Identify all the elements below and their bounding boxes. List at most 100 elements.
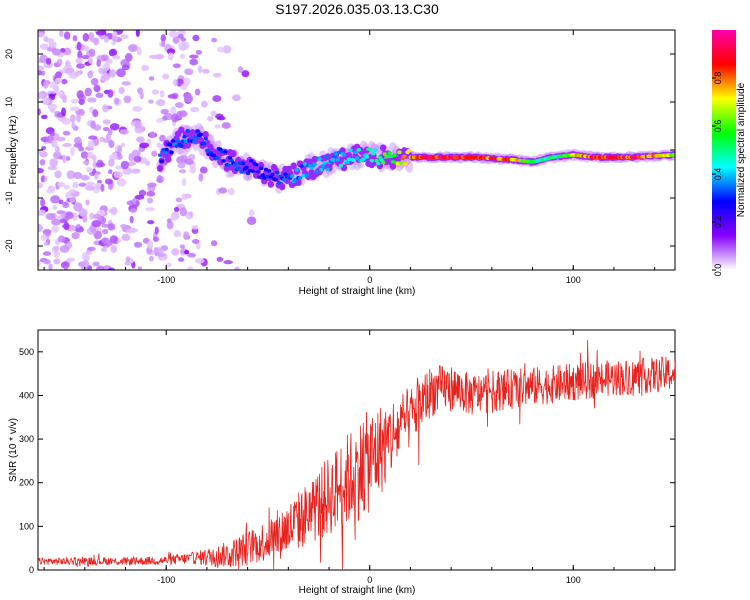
noise-blob bbox=[47, 166, 58, 171]
noise-blob bbox=[147, 240, 154, 249]
noise-blob bbox=[82, 33, 90, 42]
ridge-core bbox=[345, 160, 350, 165]
ridge-core bbox=[249, 158, 254, 163]
ridge-core bbox=[255, 169, 260, 174]
noise-blob bbox=[55, 145, 60, 154]
ridge-core bbox=[312, 162, 317, 167]
ridge-core bbox=[346, 157, 352, 162]
noise-blob bbox=[151, 89, 159, 95]
noise-blob bbox=[120, 223, 127, 229]
noise-blob bbox=[221, 122, 231, 129]
spectrogram-y-tick-label: 0 bbox=[4, 147, 14, 152]
noise-blob bbox=[159, 90, 165, 98]
noise-blob bbox=[149, 131, 156, 139]
ridge-core bbox=[221, 159, 226, 163]
ridge-core bbox=[361, 157, 366, 161]
ridge-core bbox=[223, 150, 228, 154]
noise-blob bbox=[87, 140, 95, 150]
noise-blob bbox=[109, 235, 118, 244]
noise-blob bbox=[63, 184, 71, 190]
noise-blob bbox=[62, 130, 71, 136]
noise-blob bbox=[38, 182, 44, 189]
noise-blob bbox=[39, 150, 48, 158]
ridge-core bbox=[402, 154, 407, 159]
snr-y-tick-label: 500 bbox=[19, 347, 34, 357]
noise-blob bbox=[202, 68, 210, 74]
ridge-core bbox=[353, 150, 358, 155]
noise-blob bbox=[151, 150, 158, 157]
noise-blob bbox=[145, 207, 155, 212]
noise-blob bbox=[63, 221, 70, 231]
ridge-core bbox=[192, 139, 197, 144]
snr-frame bbox=[37, 329, 676, 571]
ridge-core bbox=[367, 147, 373, 152]
noise-blob bbox=[121, 81, 131, 86]
noise-blob bbox=[187, 252, 196, 258]
ridge-core bbox=[341, 153, 347, 157]
ridge-core bbox=[183, 139, 189, 143]
noise-blob bbox=[211, 37, 218, 43]
colorbar-tick-label: 0.0 bbox=[713, 264, 723, 277]
noise-blob bbox=[134, 194, 145, 200]
noise-blob bbox=[101, 54, 109, 61]
noise-blob bbox=[95, 265, 105, 270]
ridge-core bbox=[205, 148, 210, 153]
noise-blob bbox=[136, 46, 142, 56]
ridge-core bbox=[237, 161, 243, 165]
snr-x-tick-label: 0 bbox=[367, 575, 372, 585]
noise-blob bbox=[216, 116, 226, 121]
noise-blob bbox=[138, 189, 147, 197]
noise-blob bbox=[100, 247, 108, 253]
noise-blob bbox=[174, 102, 184, 108]
spectrogram-x-tick-label: 0 bbox=[367, 275, 372, 285]
noise-blob bbox=[104, 178, 113, 185]
noise-blob bbox=[210, 240, 218, 247]
noise-blob bbox=[100, 68, 108, 74]
noise-blob bbox=[95, 30, 106, 36]
noise-blob bbox=[92, 261, 100, 267]
noise-blob bbox=[85, 181, 96, 187]
noise-blob bbox=[108, 169, 113, 175]
ridge-core bbox=[175, 138, 181, 143]
noise-blob bbox=[241, 70, 250, 78]
noise-blob bbox=[212, 95, 222, 102]
noise-blob bbox=[90, 77, 99, 86]
noise-blob bbox=[52, 204, 58, 211]
noise-blob bbox=[60, 213, 67, 218]
noise-blob bbox=[145, 160, 151, 166]
ridge-core bbox=[169, 150, 174, 155]
ridge-core bbox=[275, 170, 280, 175]
noise-blob bbox=[232, 94, 241, 102]
noise-blob bbox=[38, 260, 41, 267]
noise-blob bbox=[73, 171, 83, 180]
ridge-core bbox=[198, 132, 204, 137]
ridge-edge bbox=[165, 155, 172, 163]
ridge-core bbox=[253, 162, 259, 167]
noise-blob bbox=[38, 65, 45, 71]
noise-blob bbox=[75, 57, 84, 64]
noise-blob bbox=[80, 151, 89, 159]
spectrogram-y-tick-label: -10 bbox=[4, 191, 14, 204]
noise-blob bbox=[222, 45, 232, 54]
ridge-edge bbox=[279, 183, 286, 191]
noise-blob bbox=[178, 169, 187, 174]
noise-blob bbox=[189, 54, 199, 59]
noise-blob bbox=[178, 110, 188, 118]
noise-blob bbox=[83, 255, 91, 262]
noise-blob bbox=[156, 118, 164, 123]
noise-blob bbox=[118, 86, 125, 95]
snr-axes: -100 0 100 0 100 200 300 400 500 bbox=[19, 330, 675, 585]
noise-blob bbox=[162, 73, 170, 80]
ridge-core bbox=[314, 170, 319, 174]
noise-blob bbox=[45, 212, 56, 220]
noise-blob bbox=[177, 33, 184, 39]
noise-blob bbox=[130, 208, 137, 213]
noise-blob bbox=[51, 246, 58, 253]
noise-blob bbox=[71, 232, 80, 240]
noise-blob bbox=[68, 189, 77, 194]
noise-blob bbox=[81, 55, 90, 60]
noise-blob bbox=[173, 78, 178, 87]
noise-blob bbox=[114, 97, 120, 105]
noise-blob bbox=[70, 146, 75, 156]
